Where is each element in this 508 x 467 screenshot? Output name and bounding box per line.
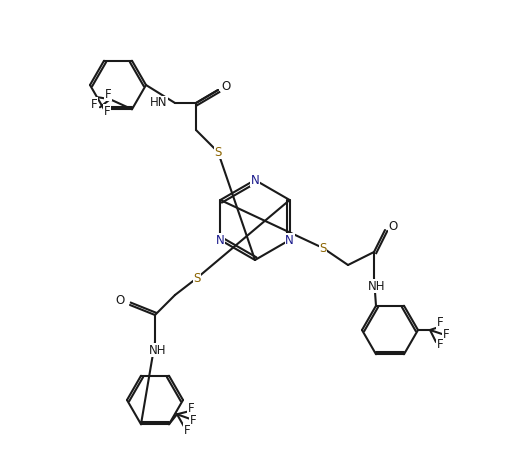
Text: F: F — [187, 402, 195, 415]
Text: F: F — [442, 327, 449, 340]
Text: O: O — [389, 220, 398, 234]
Text: F: F — [91, 98, 98, 111]
Text: N: N — [216, 234, 225, 247]
Text: F: F — [189, 414, 196, 427]
Text: N: N — [250, 174, 260, 186]
Text: F: F — [184, 424, 190, 437]
Text: NH: NH — [149, 344, 167, 356]
Text: F: F — [104, 105, 110, 118]
Text: O: O — [221, 80, 231, 93]
Text: S: S — [320, 241, 327, 255]
Text: F: F — [437, 338, 443, 351]
Text: O: O — [115, 295, 124, 307]
Text: S: S — [194, 271, 201, 284]
Text: F: F — [437, 316, 443, 328]
Text: HN: HN — [149, 97, 167, 109]
Text: S: S — [214, 146, 221, 158]
Text: NH: NH — [368, 280, 386, 292]
Text: N: N — [285, 234, 294, 247]
Text: F: F — [105, 88, 111, 101]
